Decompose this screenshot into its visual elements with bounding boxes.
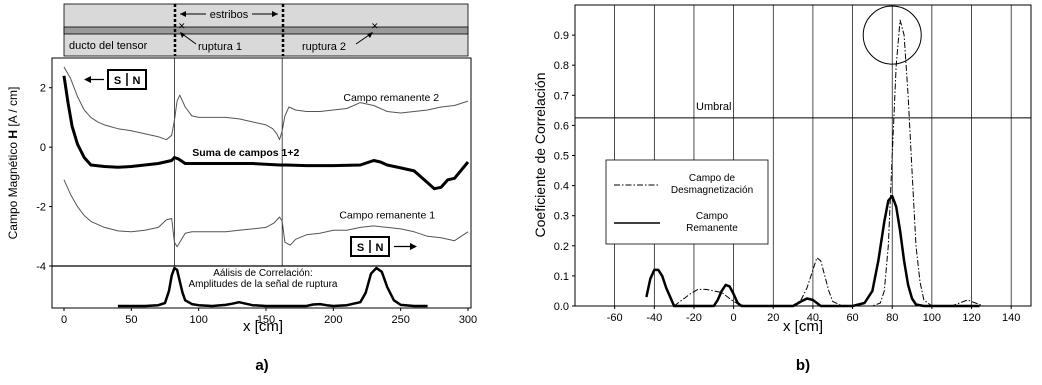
b-x-tick-label-40: 40 <box>807 312 819 324</box>
correlation-inset <box>117 266 428 308</box>
threshold-label: Umbral <box>696 101 731 113</box>
panel-a-label: a) <box>255 357 268 374</box>
panel-a-axes: 0 50 100 150 200 250 300 2 0 -2 -4 <box>36 83 477 326</box>
x-tick-label-0: 0 <box>61 314 67 326</box>
series-line-2 <box>62 75 470 191</box>
b-y-tick-label-0.9: 0.9 <box>554 30 569 42</box>
b-y-tick-label-0.6: 0.6 <box>554 120 569 132</box>
panel-a-ylabel: Campo Magnético H [A / cm] <box>6 87 20 240</box>
b-x-tick-label-20: 20 <box>767 312 779 324</box>
b-x-tick-label-60: 60 <box>846 312 858 324</box>
b-x-tick-label--20: -20 <box>686 312 702 324</box>
magnet-left: S N <box>84 69 147 90</box>
magnet-right-n: N <box>376 242 384 254</box>
series-annotation-1: Campo remanente 2 <box>343 92 439 104</box>
panel-a-ylabel-suffix: [A / cm] <box>6 87 20 130</box>
b-x-tick-label-80: 80 <box>886 312 898 324</box>
panel-a-ylabel-prefix: Campo Magnético <box>6 139 20 240</box>
tensor-schematic: estribos ducto del tensor ✕ ✕ ruptura 1 … <box>63 3 469 57</box>
inset-title-line-1: Aálisis de Correlación: <box>213 268 313 279</box>
b-y-tick-label-0.4: 0.4 <box>554 181 569 193</box>
b-x-tick-label--60: -60 <box>607 312 623 324</box>
b-y-tick-label-0.8: 0.8 <box>554 60 569 72</box>
magnet-left-s: S <box>114 75 121 87</box>
b-y-tick-label-0.2: 0.2 <box>554 241 569 253</box>
magnet-left-n: N <box>133 75 141 87</box>
break-1-arrow-head <box>180 32 185 38</box>
duct-label: ducto del tensor <box>69 40 148 52</box>
panel-b-xlabel: x [cm] <box>783 318 823 335</box>
panel-b: Umbral -60 -40 -20 0 20 40 60 80 100 120 140 0.0 0.1… <box>532 4 1032 374</box>
break-1-mark: ✕ <box>178 21 186 31</box>
b-x-tick-label--40: -40 <box>646 312 662 324</box>
legend-entry-1-line-2: Desmagnetización <box>671 185 753 196</box>
x-tick-label-300: 300 <box>459 314 477 326</box>
legend: Campo de Desmagnetización Campo Remanent… <box>605 159 769 245</box>
panel-a-series: Campo remanente 2 Suma de campos 1+2 Campo… <box>62 66 470 248</box>
magnet-right: S N <box>350 236 417 257</box>
b-y-tick-label-0: 0.0 <box>554 301 569 313</box>
correlation-amplitude-line <box>117 266 428 308</box>
b-x-tick-label-0: 0 <box>731 312 737 324</box>
series-line-1 <box>63 66 469 141</box>
y-tick-label--4: -4 <box>36 261 46 273</box>
peak-highlight-circle <box>862 5 922 65</box>
panel-a-xlabel: x [cm] <box>243 318 283 335</box>
stirrups-arrow-left-head <box>180 11 186 17</box>
break-2-mark: ✕ <box>371 21 379 31</box>
magnet-right-arrow-head <box>410 243 417 250</box>
panel-b-series <box>645 19 984 308</box>
legend-entry-2-line-2: Remanente <box>686 223 738 234</box>
panel-a: estribos ducto del tensor ✕ ✕ ruptura 1 … <box>6 3 477 374</box>
break-2-label: ruptura 2 <box>302 41 346 53</box>
b-y-tick-label-0.7: 0.7 <box>554 90 569 102</box>
legend-entry-1-line-1: Campo de <box>689 173 736 184</box>
b-y-tick-label-0.3: 0.3 <box>554 211 569 223</box>
x-tick-label-150: 150 <box>257 314 275 326</box>
panel-b-ylabel: Coeficiente de Correlación <box>532 73 548 238</box>
y-tick-label-0: 0 <box>40 142 46 154</box>
tensor-duct <box>63 26 469 35</box>
legend-entry-2-line-1: Campo <box>696 211 729 222</box>
legend-box <box>605 159 769 245</box>
stirrups-arrow-right-head <box>272 11 278 17</box>
break-position-lines <box>174 58 283 266</box>
b-y-tick-label-0.1: 0.1 <box>554 271 569 283</box>
b-x-tick-label-140: 140 <box>1002 312 1020 324</box>
panel-b-gridlines: Umbral <box>575 5 1031 306</box>
magnet-left-arrow-head <box>84 76 91 83</box>
break-2-arrow-head <box>367 32 373 38</box>
panel-b-label: b) <box>796 357 810 374</box>
panel-a-ylabel-bold: H <box>6 130 20 139</box>
series-annotation-2: Suma de campos 1+2 <box>192 147 299 159</box>
b-series-line-2 <box>645 194 980 308</box>
x-tick-label-50: 50 <box>125 314 137 326</box>
x-tick-label-200: 200 <box>324 314 342 326</box>
series-line-3 <box>63 179 469 248</box>
y-tick-label--2: -2 <box>36 202 46 214</box>
inset-title-line-2: Amplitudes de la señal de ruptura <box>189 279 338 290</box>
x-tick-label-250: 250 <box>391 314 409 326</box>
magnet-right-s: S <box>357 242 364 254</box>
panel-b-overlay <box>862 5 922 65</box>
stirrups-label: estribos <box>210 9 249 21</box>
panel-b-axes: -60 -40 -20 0 20 40 60 80 100 120 140 0.0 0.1 0.2 0.3 0… <box>554 30 1021 324</box>
b-y-tick-label-0.5: 0.5 <box>554 151 569 163</box>
panel-b-plot-frame <box>574 4 1032 307</box>
x-tick-label-100: 100 <box>189 314 207 326</box>
b-x-tick-label-100: 100 <box>923 312 941 324</box>
b-x-tick-label-120: 120 <box>962 312 980 324</box>
y-tick-label-2: 2 <box>40 83 46 95</box>
break-1-label: ruptura 1 <box>198 41 242 53</box>
stirrups-label-bg <box>206 6 252 20</box>
series-annotation-3: Campo remanente 1 <box>339 209 435 221</box>
